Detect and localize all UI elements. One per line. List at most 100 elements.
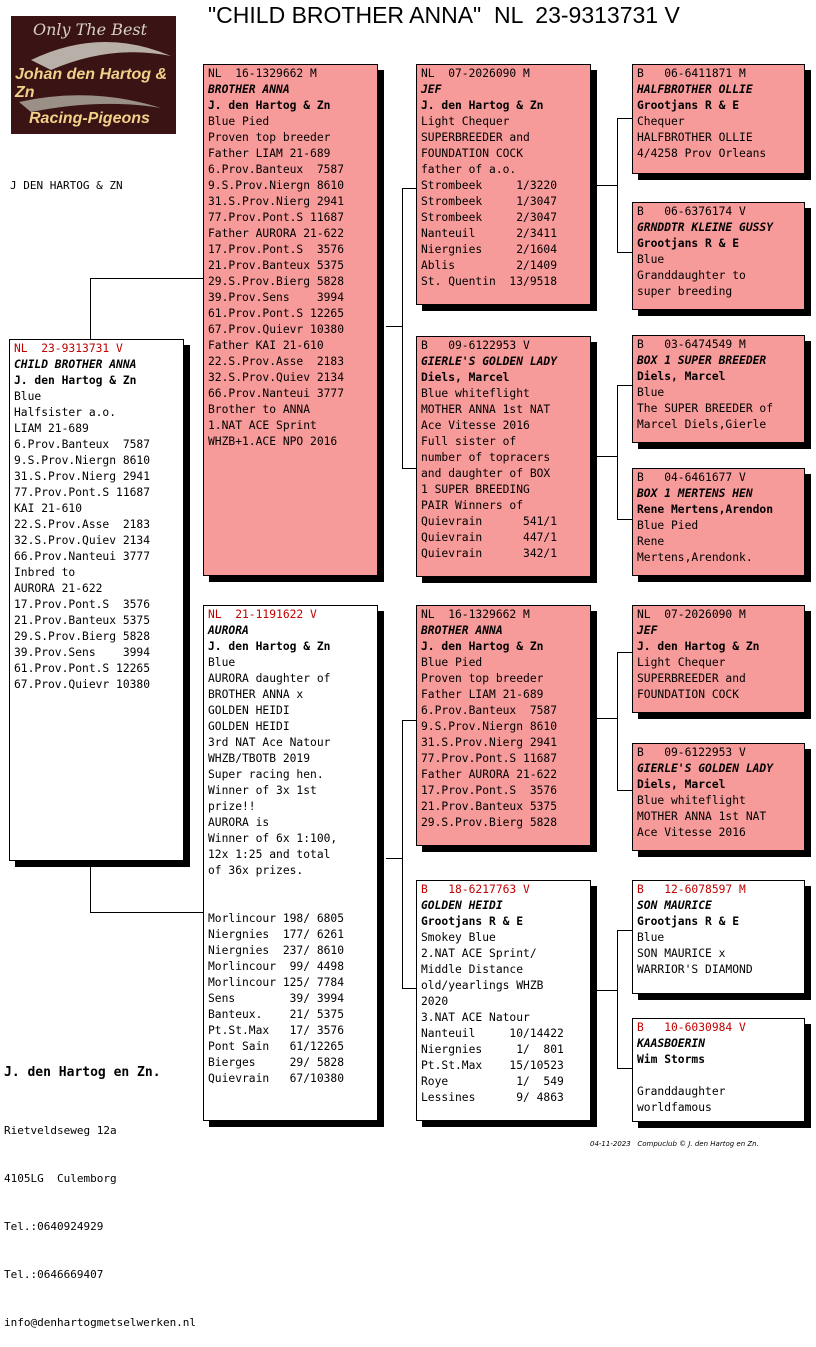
pedigree-line: 17.Prov.Pont.S 3576 (421, 784, 558, 797)
pigeon-name: GIERLE'S GOLDEN LADY (637, 762, 774, 775)
pedigree-line: Super racing hen. (208, 768, 324, 781)
pedigree-line: Granddaughter to (637, 269, 746, 282)
pedigree-line: 6.Prov.Banteux 7587 (421, 704, 558, 717)
pedigree-card-mm: B 18-6217763 V GOLDEN HEIDI Grootjans R & … (416, 880, 591, 1121)
pedigree-line: Morlincour 99/ 4498 (208, 960, 345, 973)
pedigree-card-mff: NL 07-2026090 M JEF J. den Hartog & Zn Ligh… (632, 605, 805, 713)
breeder-name: J. den Hartog & Zn (208, 640, 331, 653)
pedigree-card-mfm: B 09-6122953 V GIERLE'S GOLDEN LADY Diels,… (632, 743, 805, 851)
pedigree-card-ffm: B 06-6376174 V GRNDDTR KLEINE GUSSY Grootj… (632, 202, 805, 310)
pedigree-line: Nanteuil 10/14422 (421, 1027, 564, 1040)
pedigree-line: 6.Prov.Banteux 7587 (208, 163, 345, 176)
pedigree-line: old/yearlings WHZB (421, 979, 544, 992)
pedigree-line: MOTHER ANNA 1st NAT (421, 403, 551, 416)
breeder-name: Grootjans R & E (637, 237, 740, 250)
pedigree-line: 2020 (421, 995, 449, 1008)
pedigree-line: Light Chequer (637, 656, 726, 669)
breeder-name: Diels, Marcel (637, 370, 726, 383)
pedigree-line: AURORA is (208, 816, 270, 829)
pigeon-name: JEF (637, 624, 658, 637)
pedigree-line: LIAM 21-689 (14, 422, 89, 435)
pedigree-line: 67.Prov.Quievr 10380 (208, 323, 345, 336)
breeder-contact: J. den Hartog en Zn. Rietveldseweg 12a 4… (4, 1033, 196, 1347)
pedigree-line: 2.NAT ACE Sprint/ (421, 947, 537, 960)
pedigree-line: PAIR Winners of (421, 499, 524, 512)
breeder-name: J. den Hartog & Zn (421, 640, 544, 653)
pedigree-card-fm: B 09-6122953 V GIERLE'S GOLDEN LADY Diels,… (416, 336, 591, 577)
phone-line: Tel.:0640924929 (4, 1220, 104, 1233)
pedigree-line: father of a.o. (421, 163, 517, 176)
pedigree-line: 1.NAT ACE Sprint (208, 419, 317, 432)
pedigree-line: AURORA 21-622 (14, 582, 103, 595)
pedigree-line: Strombeek 1/3047 (421, 195, 558, 208)
pedigree-line: Granddaughter (637, 1085, 726, 1098)
pedigree-line: Niergnies 2/1604 (421, 243, 558, 256)
pedigree-line: 31.S.Prov.Nierg 2941 (421, 736, 558, 749)
pedigree-line: 61.Prov.Pont.S 12265 (208, 307, 345, 320)
pigeon-name: BROTHER ANNA (208, 83, 290, 96)
pedigree-line: Halfsister a.o. (14, 406, 117, 419)
pedigree-line: Morlincour 198/ 6805 (208, 912, 345, 925)
pigeon-name: BROTHER ANNA (421, 624, 503, 637)
pedigree-line: 17.Prov.Pont.S 3576 (208, 243, 345, 256)
breeder-name: Grootjans R & E (637, 99, 740, 112)
pedigree-line: Blue (637, 931, 665, 944)
pigeon-name: GOLDEN HEIDI (421, 899, 503, 912)
pedigree-line: 66.Prov.Nanteui 3777 (14, 550, 151, 563)
pedigree-line: Light Chequer (421, 115, 510, 128)
pedigree-line: 22.S.Prov.Asse 2183 (208, 355, 345, 368)
owner-label: J DEN HARTOG & ZN (10, 179, 123, 192)
pedigree-line: Proven top breeder (208, 131, 331, 144)
pigeon-name: CHILD BROTHER ANNA (14, 358, 137, 371)
pedigree-line: 9.S.Prov.Niergn 8610 (208, 179, 345, 192)
ring-number: B 09-6122953 V (421, 339, 530, 352)
pedigree-line: Bierges 29/ 5828 (208, 1056, 345, 1069)
pedigree-line: Winner of 3x 1st (208, 784, 317, 797)
print-stamp: 04-11-2023 Compuclub © J. den Hartog en … (590, 1140, 759, 1148)
pedigree-line: Ace Vitesse 2016 (637, 826, 746, 839)
pigeon-name: GRNDDTR KLEINE GUSSY (637, 221, 774, 234)
pedigree-line: 21.Prov.Banteux 5375 (14, 614, 151, 627)
ring-number: B 04-6461677 V (637, 471, 746, 484)
breeder-name: Diels, Marcel (421, 371, 510, 384)
breeder-name: J. den Hartog & Zn (637, 640, 760, 653)
ring-number: NL 16-1329662 M (421, 608, 530, 621)
pedigree-card-mother: NL 21-1191622 V AURORA J. den Hartog & Zn B… (203, 605, 378, 1121)
pedigree-line: Pt.St.Max 15/10523 (421, 1059, 564, 1072)
pedigree-line: 29.S.Prov.Bierg 5828 (421, 816, 558, 829)
pedigree-line: Lessines 9/ 4863 (421, 1091, 564, 1104)
pedigree-line: WHZB+1.ACE NPO 2016 (208, 435, 338, 448)
pedigree-line: AURORA daughter of (208, 672, 331, 685)
pedigree-line: Chequer (637, 115, 685, 128)
breeder-name: J. den Hartog & Zn (208, 99, 331, 112)
pedigree-line: Marcel Diels,Gierle (637, 418, 767, 431)
ring-number: NL 23-9313731 V (14, 342, 123, 355)
address-line: Rietveldseweg 12a (4, 1124, 117, 1137)
pedigree-line (637, 1068, 800, 1084)
breeder-name: J. den Hartog en Zn. (4, 1065, 161, 1080)
pedigree-line: Banteux. 21/ 5375 (208, 1008, 345, 1021)
breeder-name: Grootjans R & E (637, 915, 740, 928)
breeder-name: J. den Hartog & Zn (421, 99, 544, 112)
pedigree-line: KAI 21-610 (14, 502, 83, 515)
pedigree-line: Blue Pied (208, 115, 270, 128)
pedigree-line: 29.S.Prov.Bierg 5828 (14, 630, 151, 643)
pedigree-line: 29.S.Prov.Bierg 5828 (208, 275, 345, 288)
pedigree-line: Quievrain 447/1 (421, 531, 558, 544)
pigeon-name: AURORA (208, 624, 249, 637)
pedigree-line: Strombeek 1/3220 (421, 179, 558, 192)
pedigree-card-mmf: B 12-6078597 M SON MAURICE Grootjans R & E… (632, 880, 805, 994)
pedigree-line: WHZB/TBOTB 2019 (208, 752, 311, 765)
pedigree-line: Niergnies 237/ 8610 (208, 944, 345, 957)
ring-number: B 18-6217763 V (421, 883, 530, 896)
pedigree-line: Pont Sain 61/12265 (208, 1040, 345, 1053)
pedigree-card-fmm: B 04-6461677 V BOX 1 MERTENS HEN Rene Mert… (632, 468, 805, 576)
pedigree-line: 31.S.Prov.Nierg 2941 (208, 195, 345, 208)
postcode-line: 4105LG Culemborg (4, 1172, 117, 1185)
breeder-name: Grootjans R & E (421, 915, 524, 928)
pedigree-line: Proven top breeder (421, 672, 544, 685)
pedigree-line: 61.Prov.Pont.S 12265 (14, 662, 151, 675)
pedigree-line: Blue whiteflight (637, 794, 746, 807)
breeder-name: Wim Storms (637, 1053, 706, 1066)
pedigree-line: GOLDEN HEIDI (208, 720, 290, 733)
